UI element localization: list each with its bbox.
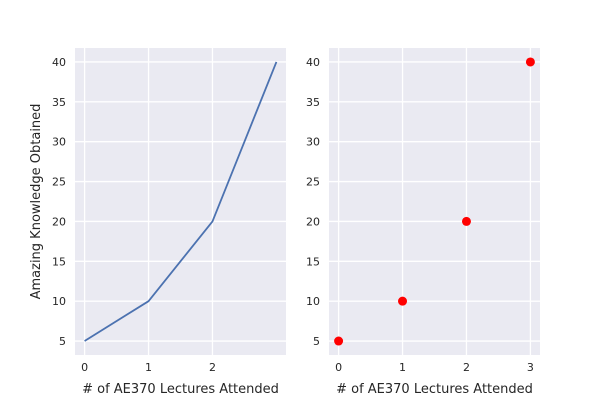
y-tick-label: 35 <box>306 96 320 109</box>
y-axis-label: Amazing Knowledge Obtained <box>29 104 44 300</box>
x-tick-label: 0 <box>81 361 88 374</box>
y-tick-label: 5 <box>313 335 320 348</box>
y-tick-label: 25 <box>52 176 66 189</box>
y-tick-label: 30 <box>306 136 320 149</box>
data-point <box>461 216 471 226</box>
chart-marks <box>84 61 278 342</box>
x-tick-label: 2 <box>463 361 470 374</box>
plot-area <box>329 48 540 355</box>
plot-area <box>75 48 286 355</box>
x-axis-label: # of AE370 Lectures Attended <box>82 382 279 397</box>
y-tick-label: 40 <box>306 56 320 69</box>
x-tick-label: 1 <box>399 361 406 374</box>
y-tick-label: 10 <box>306 295 320 308</box>
y-tick-label: 15 <box>52 255 66 268</box>
series-line <box>84 61 278 342</box>
y-tick-label: 10 <box>52 295 66 308</box>
x-tick-label: 3 <box>527 361 534 374</box>
y-tick-label: 30 <box>52 136 66 149</box>
y-tick-label: 5 <box>59 335 66 348</box>
chart-marks <box>334 57 535 346</box>
data-point <box>334 336 344 346</box>
gridlines <box>329 48 540 355</box>
x-tick-label: 2 <box>209 361 216 374</box>
x-tick-label: 1 <box>145 361 152 374</box>
data-point <box>525 57 535 67</box>
x-axis-label: # of AE370 Lectures Attended <box>336 382 533 397</box>
y-tick-label: 20 <box>306 215 320 228</box>
x-tick-label: 0 <box>335 361 342 374</box>
data-point <box>398 296 408 306</box>
y-tick-label: 40 <box>52 56 66 69</box>
y-tick-label: 15 <box>306 255 320 268</box>
y-tick-label: 35 <box>52 96 66 109</box>
y-tick-label: 25 <box>306 176 320 189</box>
y-tick-label: 20 <box>52 215 66 228</box>
